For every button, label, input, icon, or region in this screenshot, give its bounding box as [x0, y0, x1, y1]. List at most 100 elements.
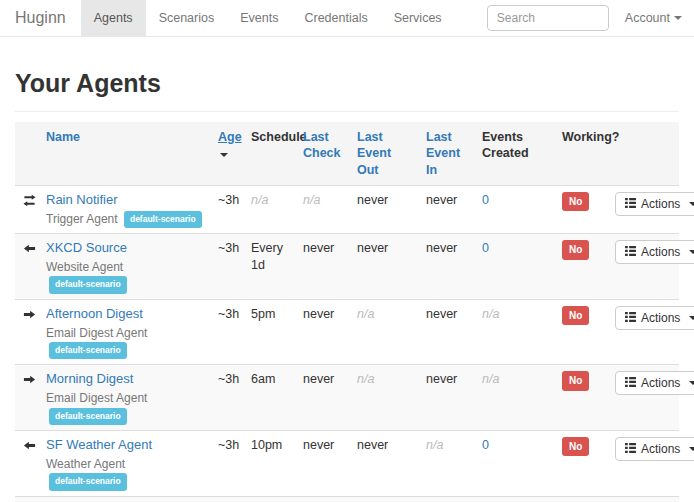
nav-item-credentials[interactable]: Credentials [291, 0, 380, 36]
cell-working: No [556, 234, 609, 300]
schedule-value: n/a [251, 193, 268, 207]
cell-last-check: never [297, 234, 351, 300]
cell-last-check: n/a [297, 185, 351, 233]
scenario-badge[interactable]: default-scenario [49, 408, 127, 425]
account-menu[interactable]: Account [625, 11, 682, 25]
actions-button[interactable]: Actions [615, 371, 694, 395]
agent-row: SF Weather Agent Weather Agent default-sc… [15, 430, 679, 496]
events-created-link[interactable]: 0 [482, 241, 489, 255]
cell-direction [15, 234, 40, 300]
cell-direction [15, 430, 40, 496]
agent-type: Weather Agent default-scenario [46, 456, 206, 491]
agent-name-link[interactable]: Morning Digest [46, 371, 133, 386]
agents-table: Name Age Schedule Last Check Last Event … [15, 122, 679, 502]
cell-name: Rain Notifier Trigger Agent default-scena… [40, 185, 212, 233]
column-header-last-event-in: Last Event In [420, 122, 476, 185]
agent-name-link[interactable]: SF Weather Agent [46, 437, 152, 452]
last-check-value: never [303, 372, 334, 386]
scenario-badge[interactable]: default-scenario [49, 473, 127, 490]
agent-name-link[interactable]: Afternoon Digest [46, 306, 143, 321]
cell-schedule: Every 1d [245, 496, 297, 502]
cell-schedule: 10pm [245, 430, 297, 496]
events-created-value: n/a [482, 307, 499, 321]
agent-type-label: Website Agent [46, 260, 123, 274]
cell-events-created: 0 [476, 496, 556, 502]
nav-item-agents[interactable]: Agents [81, 0, 146, 36]
cell-name: Afternoon Digest Email Digest Agent defau… [40, 299, 212, 365]
agent-row: iTunes Trailer SourceWebsite Agent defau… [15, 496, 679, 502]
schedule-value: 6am [251, 372, 275, 386]
scenario-badge[interactable]: default-scenario [49, 276, 127, 293]
cell-working: No [556, 299, 609, 365]
working-status-badge: No [562, 371, 589, 391]
list-icon [625, 197, 636, 211]
cell-age: ~3h [212, 234, 245, 300]
sort-by-last-event-out-link[interactable]: Last Event Out [357, 130, 391, 177]
last-check-value: never [303, 241, 334, 255]
age-value: ~3h [218, 438, 239, 452]
cell-last-event-in: never [420, 234, 476, 300]
search-input[interactable] [487, 5, 609, 31]
agent-row: Morning Digest Email Digest Agent default… [15, 365, 679, 431]
list-icon [625, 245, 636, 259]
last-event-out-value: never [357, 241, 388, 255]
cell-working: No [556, 185, 609, 233]
scenario-badge[interactable]: default-scenario [124, 211, 202, 228]
actions-button-label: Actions [641, 376, 680, 390]
last-event-out-value: never [357, 438, 388, 452]
chevron-down-icon [689, 447, 694, 451]
sort-by-name-link[interactable]: Name [46, 130, 80, 144]
actions-button[interactable]: Actions [615, 192, 694, 216]
nav-item-scenarios[interactable]: Scenarios [146, 0, 228, 36]
nav-item-events[interactable]: Events [227, 0, 291, 36]
actions-button[interactable]: Actions [615, 437, 694, 461]
cell-last-check: never [297, 430, 351, 496]
cell-schedule: 6am [245, 365, 297, 431]
agent-row: Afternoon Digest Email Digest Agent defau… [15, 299, 679, 365]
cell-last-event-in: never [420, 185, 476, 233]
agent-name-link[interactable]: Rain Notifier [46, 192, 118, 207]
cell-actions: Actions [609, 234, 679, 300]
cell-last-check: never [297, 299, 351, 365]
scenario-badge[interactable]: default-scenario [49, 342, 127, 359]
arrow-right-icon [23, 308, 36, 326]
brand-link[interactable]: Huginn [0, 0, 81, 36]
sort-by-last-check-link[interactable]: Last Check [303, 130, 341, 160]
cell-schedule: Every 1d [245, 234, 297, 300]
sort-by-last-event-in-link[interactable]: Last Event In [426, 130, 460, 177]
actions-button[interactable]: Actions [615, 240, 694, 264]
cell-schedule: n/a [245, 185, 297, 233]
last-event-out-value: n/a [357, 372, 374, 386]
working-status-badge: No [562, 192, 589, 212]
cell-events-created: 0 [476, 430, 556, 496]
nav-item-services[interactable]: Services [381, 0, 455, 36]
column-header-events-created: Events Created [476, 122, 556, 185]
agent-name-link[interactable]: XKCD Source [46, 240, 127, 255]
chevron-down-icon [689, 250, 694, 254]
agent-type: Email Digest Agent default-scenario [46, 325, 206, 360]
actions-button[interactable]: Actions [615, 306, 694, 330]
agent-type-label: Email Digest Agent [46, 326, 147, 340]
last-check-value: never [303, 307, 334, 321]
cell-last-event-in: n/a [420, 430, 476, 496]
column-header-last-event-out: Last Event Out [351, 122, 420, 185]
sort-by-age-link[interactable]: Age [218, 130, 242, 144]
agents-table-body: Rain Notifier Trigger Agent default-scena… [15, 185, 679, 502]
column-header-schedule: Schedule [245, 122, 297, 185]
column-header-actions [609, 122, 679, 185]
column-header-working: Working? [556, 122, 609, 185]
cell-direction [15, 365, 40, 431]
agent-type: Email Digest Agent default-scenario [46, 390, 206, 425]
events-created-link[interactable]: 0 [482, 193, 489, 207]
last-event-in-value: never [426, 241, 457, 255]
cell-working: No [556, 496, 609, 502]
last-event-in-value: never [426, 193, 457, 207]
age-value: ~3h [218, 241, 239, 255]
agent-type: Trigger Agent default-scenario [46, 211, 206, 228]
working-status-badge: No [562, 306, 589, 326]
last-event-in-value: n/a [426, 438, 443, 452]
events-created-link[interactable]: 0 [482, 438, 489, 452]
agent-row: XKCD Source Website Agent default-scenari… [15, 234, 679, 300]
nav-right: Account [487, 0, 694, 36]
cell-name: XKCD Source Website Agent default-scenari… [40, 234, 212, 300]
